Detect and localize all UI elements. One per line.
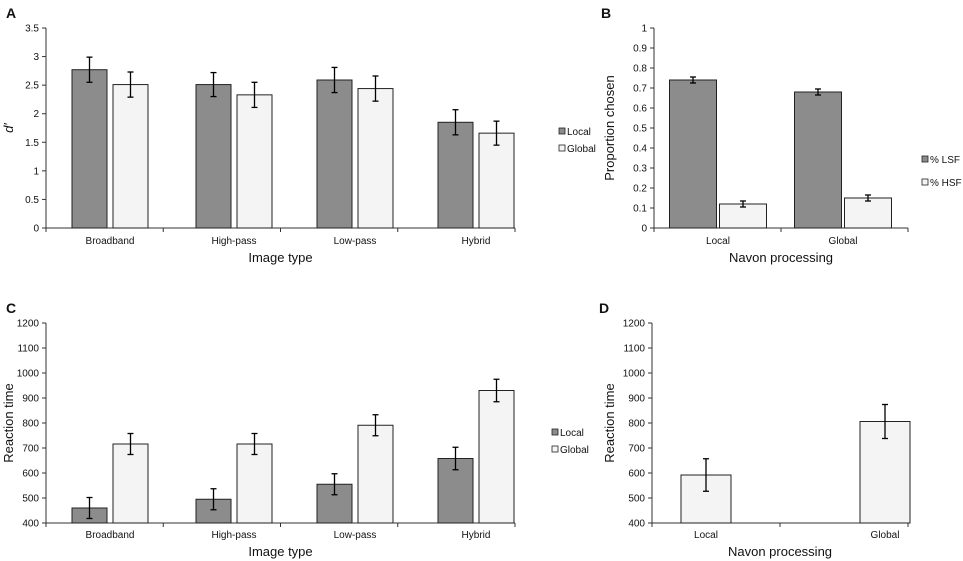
x-tick-label: Hybrid (462, 236, 491, 247)
y-tick-label: 1200 (17, 319, 40, 330)
legend-swatch (921, 155, 929, 163)
bar-global (112, 443, 149, 524)
bar-global (236, 443, 273, 524)
x-axis-label: Image type (248, 544, 312, 559)
panel-letter: A (6, 5, 16, 21)
y-tick-label: 800 (628, 419, 645, 430)
legend-swatch (551, 428, 559, 436)
y-tick-label: 0.2 (633, 184, 647, 195)
x-tick-label: Low-pass (334, 236, 377, 247)
bar--hsf (844, 197, 892, 229)
legend-swatch (558, 144, 566, 152)
y-tick-label: 0.5 (633, 124, 647, 135)
x-axis-label: Navon processing (729, 250, 833, 265)
y-tick-label: 700 (22, 444, 39, 455)
y-tick-label: 0.7 (633, 84, 647, 95)
y-tick-label: 600 (22, 469, 39, 480)
x-tick-label: Global (871, 530, 900, 541)
y-tick-label: 500 (22, 494, 39, 505)
y-tick-label: 500 (628, 494, 645, 505)
y-axis-label: d′ (1, 123, 16, 133)
panel-letter: C (6, 300, 16, 316)
y-tick-label: 800 (22, 419, 39, 430)
legend-swatch (921, 178, 929, 186)
y-tick-label: 0 (641, 224, 647, 235)
x-tick-label: Low-pass (334, 530, 377, 541)
y-tick-label: 3 (33, 52, 39, 63)
y-tick-label: 1000 (17, 369, 40, 380)
x-tick-label: Hybrid (462, 530, 491, 541)
legend: Local Global (558, 127, 596, 155)
legend-swatch (551, 445, 559, 453)
y-tick-label: 900 (628, 394, 645, 405)
x-axis-label: Navon processing (728, 544, 832, 559)
y-tick-label: 0.3 (633, 164, 647, 175)
panel-letter: D (599, 300, 609, 316)
legend-label: % LSF (930, 155, 960, 166)
panel-letter: B (601, 5, 611, 21)
legend-label: % HSF (930, 178, 962, 189)
bar-local (71, 69, 108, 229)
y-tick-label: 0.9 (633, 44, 647, 55)
y-tick-label: 700 (628, 444, 645, 455)
bar-global (236, 94, 273, 229)
y-tick-label: 900 (22, 394, 39, 405)
legend-label: Local (567, 127, 591, 138)
panel-b: B 0 0.1 0.2 0.3 0.4 0.5 0.6 0.7 0.8 0.9 1 Local Globa… (601, 5, 962, 265)
bar-local (316, 79, 353, 229)
bar-global (357, 424, 394, 524)
y-tick-label: 0.5 (25, 195, 39, 206)
y-tick-label: 2.5 (25, 81, 39, 92)
bar-global (478, 390, 515, 524)
x-tick-label: Local (694, 530, 718, 541)
x-tick-label: High-pass (211, 530, 256, 541)
bar--lsf (794, 91, 842, 229)
y-tick-label: 1000 (623, 369, 646, 380)
x-tick-label: High-pass (211, 236, 256, 247)
panel-d: D 400 500 600 700 800 900 1000 1100 1200 Local Glob… (599, 300, 911, 559)
panel-a: A 0 0.5 1 1.5 2 2.5 3 3.5 Broadband High-pass Low-p… (1, 5, 596, 265)
y-tick-label: 1 (33, 166, 39, 177)
y-tick-label: 0.8 (633, 64, 647, 75)
y-tick-label: 1.5 (25, 138, 39, 149)
bar-local (437, 121, 474, 229)
panel-c: C 400 500 600 700 800 900 1000 1100 1200 Broadband… (1, 300, 589, 559)
bar-global (478, 132, 515, 229)
x-tick-label: Broadband (86, 236, 135, 247)
x-axis-label: Image type (248, 250, 312, 265)
legend-label: Global (560, 445, 589, 456)
y-tick-label: 0.4 (633, 144, 647, 155)
bar-local (195, 84, 232, 229)
y-tick-label: 600 (628, 469, 645, 480)
legend-swatch (558, 127, 566, 135)
y-tick-label: 1 (641, 24, 647, 35)
y-axis-label: Reaction time (602, 383, 617, 462)
legend: % LSF % HSF (921, 155, 962, 189)
bar--hsf (719, 203, 767, 229)
y-tick-label: 400 (22, 519, 39, 530)
x-tick-label: Broadband (86, 530, 135, 541)
bar-global (357, 88, 394, 229)
legend: Local Global (551, 428, 589, 456)
x-tick-label: Global (829, 236, 858, 247)
y-tick-label: 2 (33, 109, 39, 120)
bar--lsf (669, 79, 717, 229)
x-tick-label: Local (706, 236, 730, 247)
legend-label: Local (560, 428, 584, 439)
bar-global (112, 84, 149, 229)
y-axis-label: Proportion chosen (602, 75, 617, 181)
y-tick-label: 1100 (17, 344, 39, 355)
legend-label: Global (567, 144, 596, 155)
y-tick-label: 0.1 (633, 204, 647, 215)
y-axis-label: Reaction time (1, 383, 16, 462)
y-tick-label: 0 (33, 224, 39, 235)
y-tick-label: 0.6 (633, 104, 647, 115)
y-tick-label: 3.5 (25, 24, 39, 35)
y-tick-label: 400 (628, 519, 645, 530)
y-tick-label: 1200 (623, 319, 646, 330)
y-tick-label: 1100 (623, 344, 645, 355)
